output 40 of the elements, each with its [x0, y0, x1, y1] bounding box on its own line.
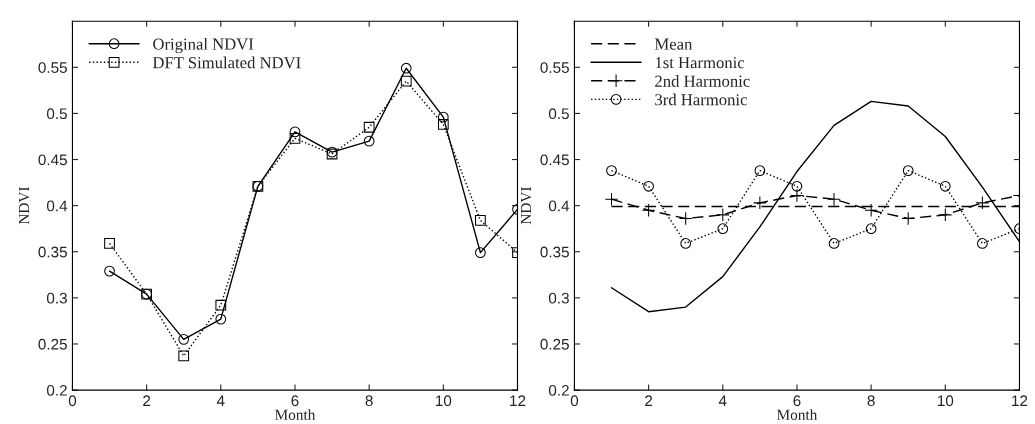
y-tick-label: 0.2	[548, 384, 569, 396]
legend-label: 1st Harmonic	[655, 57, 745, 69]
x-tick-label: 12	[510, 395, 526, 407]
y-tick-label: 0.25	[38, 338, 67, 350]
y-tick-label: 0.4	[46, 200, 68, 212]
y-tick-label: 0.45	[540, 154, 569, 166]
legend-label: 3rd Harmonic	[655, 93, 747, 106]
x-tick-label: 0	[68, 395, 77, 407]
y-tick-label: 0.2	[46, 384, 67, 396]
x-tick-label: 4	[718, 395, 727, 407]
x-tick-label: 2	[645, 395, 653, 407]
x-tick-label: 6	[793, 395, 801, 407]
y-tick-label: 0.3	[46, 292, 67, 304]
x-tick-label: 12	[1012, 395, 1028, 407]
x-tick-label: 8	[867, 395, 875, 407]
legend-label: Mean	[654, 38, 693, 50]
legend-label: DFT Simulated NDVI	[152, 56, 301, 69]
y-axis-title: NDVI	[19, 187, 30, 225]
x-tick-label: 10	[435, 395, 452, 407]
x-tick-label: 8	[365, 395, 373, 407]
y-tick-label: 0.55	[38, 62, 67, 73]
x-tick-label: 0	[570, 395, 579, 407]
y-tick-label: 0.45	[38, 154, 67, 166]
y-tick-label: 0.5	[46, 108, 67, 120]
x-tick-label: 6	[291, 395, 299, 407]
x-tick-label: 4	[216, 395, 225, 407]
x-tick-label: 10	[937, 395, 954, 407]
legend-label: 2nd Harmonic	[655, 75, 750, 87]
y-tick-label: 0.55	[540, 62, 569, 73]
x-axis-title: Month	[777, 409, 818, 420]
y-tick-label: 0.35	[540, 246, 569, 258]
legend-label: Original NDVI	[153, 37, 254, 54]
y-tick-label: 0.4	[548, 200, 570, 212]
y-tick-label: 0.5	[548, 108, 569, 120]
x-tick-label: 2	[143, 395, 151, 407]
y-tick-label: 0.3	[548, 292, 569, 304]
x-axis-title: Month	[275, 409, 316, 420]
y-tick-label: 0.35	[38, 246, 67, 258]
y-tick-label: 0.25	[540, 338, 569, 350]
y-axis-title: NDVI	[521, 187, 532, 225]
